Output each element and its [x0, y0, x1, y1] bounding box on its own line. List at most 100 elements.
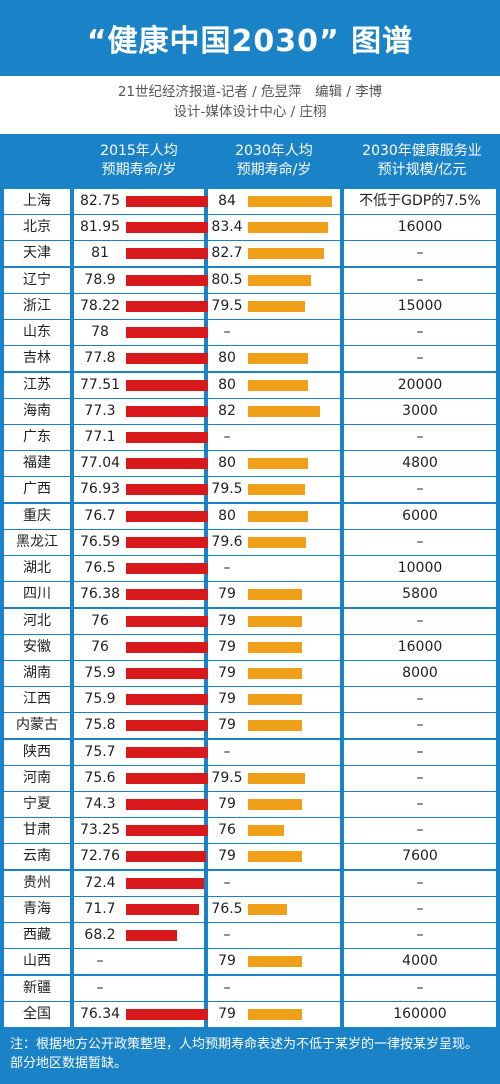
- life-2015-cell: 76.59: [74, 529, 230, 555]
- province-cell: 重庆: [4, 503, 70, 529]
- life-2015-value: 75.9: [84, 691, 116, 708]
- life-2030-value: 79.5: [211, 769, 243, 786]
- health-scale-value: –: [416, 900, 424, 917]
- table-row: 河北 76 79 –: [0, 608, 500, 635]
- health-scale-value: 3000: [402, 402, 438, 419]
- health-scale-cell: –: [344, 818, 496, 844]
- life-2030-cell: 79: [208, 844, 340, 870]
- life-2015-value: 77.8: [84, 350, 116, 367]
- health-scale-value: 7600: [402, 848, 438, 865]
- life-2015-cell: 75.7: [74, 739, 225, 765]
- life-2030-cell: 82: [208, 398, 340, 424]
- life-2030-value: –: [223, 428, 231, 445]
- life-2030-bar: [248, 615, 302, 627]
- life-2015-cell: –: [74, 949, 204, 975]
- life-2015-cell: 81.95: [74, 215, 264, 241]
- life-2015-value: 77.04: [79, 455, 121, 472]
- life-2015-value: 72.76: [79, 848, 121, 865]
- health-scale-value: 10000: [397, 560, 443, 577]
- life-2030-bar: [248, 405, 320, 417]
- table-row: 山西 – 79 4000: [0, 948, 500, 975]
- province-cell: 山东: [4, 320, 70, 346]
- life-2015-cell: 76.7: [74, 503, 231, 529]
- health-scale-cell: 4800: [344, 451, 496, 477]
- table-row: 重庆 76.7 80 6000: [0, 503, 500, 530]
- life-2030-cell: –: [208, 320, 340, 346]
- header-life-2015-line1: 2015年人均: [100, 143, 178, 159]
- life-2030-cell: 80.5: [208, 267, 340, 293]
- life-2030-cell: 79.6: [208, 529, 340, 555]
- health-scale-cell: 7600: [344, 844, 496, 870]
- health-scale-value: –: [416, 612, 424, 629]
- credits-line-1: 21世纪经济报道-记者 / 危昱萍 编辑 / 李博: [117, 84, 383, 100]
- header-life-2030-line1: 2030年人均: [235, 143, 313, 159]
- life-2015-bar: [126, 431, 233, 443]
- health-scale-value: 6000: [402, 507, 438, 524]
- life-2015-bar: [126, 510, 231, 522]
- header-life-2030-line2: 预期寿命/岁: [236, 162, 312, 178]
- life-2030-cell: 80: [208, 346, 340, 372]
- life-2030-value: –: [223, 324, 231, 341]
- life-2015-cell: 72.4: [74, 870, 204, 896]
- province-cell: 辽宁: [4, 267, 70, 293]
- health-scale-cell: 10000: [344, 556, 496, 582]
- table-row: 海南 77.3 82 3000: [0, 398, 500, 425]
- life-2030-bar: [248, 772, 305, 784]
- province-name: 江苏: [23, 376, 51, 393]
- life-2015-value: 75.8: [84, 717, 116, 734]
- life-2030-cell: 79.5: [208, 765, 340, 791]
- life-2015-value: 77.51: [79, 376, 121, 393]
- life-2015-value: 74.3: [84, 796, 116, 813]
- life-2015-bar: [126, 746, 225, 758]
- table-row: 浙江 78.22 79.5 15000: [0, 293, 500, 320]
- life-2015-bar: [126, 799, 216, 811]
- province-cell: 黑龙江: [4, 529, 70, 555]
- life-2030-value: 79: [218, 848, 236, 865]
- province-name: 贵州: [23, 874, 51, 891]
- health-scale-cell: –: [344, 713, 496, 739]
- life-2015-cell: 76.34: [74, 1001, 229, 1027]
- life-2015-value: 78.22: [79, 297, 121, 314]
- life-2015-value: 81: [91, 245, 109, 262]
- province-cell: 宁夏: [4, 792, 70, 818]
- life-2015-bar: [126, 877, 204, 889]
- life-2015-cell: 78: [74, 320, 239, 346]
- credits: 21世纪经济报道-记者 / 危昱萍 编辑 / 李博 设计-媒体设计中心 / 庄栩: [0, 76, 500, 134]
- life-2015-cell: 71.7: [74, 896, 204, 922]
- life-2015-value: 76.7: [84, 507, 116, 524]
- health-scale-cell: –: [344, 923, 496, 949]
- life-2015-value: 78: [91, 324, 109, 341]
- life-2030-cell: 79: [208, 792, 340, 818]
- life-2015-bar: [126, 930, 178, 942]
- life-2015-bar: [126, 379, 236, 391]
- life-2015-cell: 72.76: [74, 844, 206, 870]
- life-2030-bar: [248, 353, 308, 365]
- table-row: 河南 75.6 79.5 –: [0, 765, 500, 792]
- province-name: 北京: [23, 219, 51, 236]
- health-scale-cell: 4000: [344, 949, 496, 975]
- life-2015-cell: 82.75: [74, 189, 269, 214]
- life-2015-value: 77.3: [84, 402, 116, 419]
- life-2015-cell: 76.93: [74, 477, 232, 503]
- province-cell: 江西: [4, 687, 70, 713]
- health-scale-cell: 16000: [344, 634, 496, 660]
- life-2015-value: 76: [91, 638, 109, 655]
- life-2030-cell: –: [208, 975, 340, 1001]
- life-2030-cell: 80: [208, 503, 340, 529]
- health-scale-value: –: [416, 796, 424, 813]
- life-2030-bar: [248, 222, 329, 234]
- life-2015-cell: 76.38: [74, 582, 229, 608]
- province-name: 湖南: [23, 664, 51, 681]
- table-row: 湖南 75.9 79 8000: [0, 660, 500, 687]
- table-row: 广东 77.1 – –: [0, 424, 500, 451]
- province-name: 重庆: [23, 507, 51, 524]
- life-2015-value: 81.95: [79, 219, 121, 236]
- health-scale-value: –: [416, 691, 424, 708]
- life-2030-cell: 83.4: [208, 215, 340, 241]
- life-2030-bar: [248, 720, 302, 732]
- life-2030-bar: [248, 667, 302, 679]
- province-name: 安徽: [23, 638, 51, 655]
- province-name: 云南: [23, 848, 51, 865]
- life-2030-value: 79: [218, 796, 236, 813]
- province-name: 山西: [23, 953, 51, 970]
